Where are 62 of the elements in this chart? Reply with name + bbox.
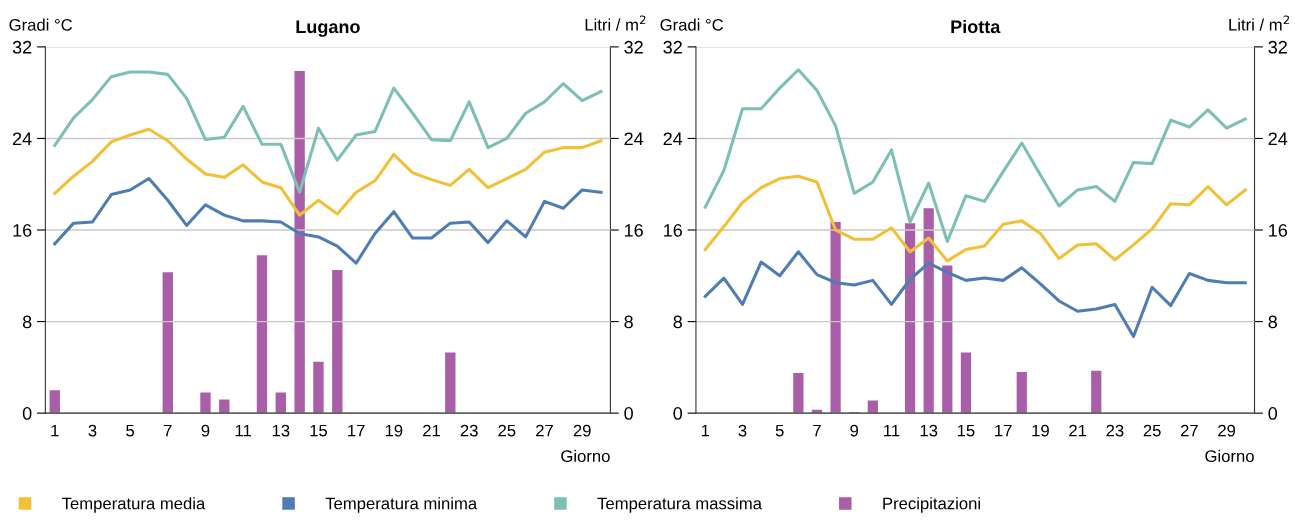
x-tick-label: 21: [1069, 424, 1087, 437]
x-tick-label: 13: [272, 424, 290, 437]
y-tick-label: 0: [22, 407, 32, 420]
x-tick-label: 9: [850, 424, 859, 437]
y2-tick-label: 32: [1268, 40, 1287, 54]
y2-tick-label: 24: [1268, 132, 1288, 145]
x-tick-label: 25: [498, 424, 516, 437]
y2-tick-label: 16: [1269, 223, 1288, 237]
chart-title: Piotta: [951, 19, 1001, 34]
y2-tick-label: 0: [1268, 407, 1278, 420]
y-tick-label: 24: [663, 132, 683, 145]
x-tick-label: 27: [536, 424, 553, 437]
y-tick-label: 8: [673, 315, 682, 329]
x-tick-label: 25: [1143, 424, 1161, 437]
y-tick-label: 24: [12, 132, 32, 145]
x-tick-label: 19: [385, 424, 403, 437]
x-tick-label: 27: [1180, 424, 1198, 437]
x-tick-label: 1: [701, 424, 710, 437]
x-tick-label: 7: [164, 424, 172, 437]
y-axis-title: Gradi °C: [9, 18, 73, 31]
x-tick-label: 21: [423, 424, 440, 437]
x-tick-label: 9: [201, 424, 210, 437]
x-tick-label: 15: [310, 424, 328, 437]
x-tick-label: 29: [1218, 424, 1236, 437]
x-tick-label: 13: [920, 424, 938, 437]
x-tick-label: 19: [1032, 424, 1049, 437]
legend-label: Temperatura minima: [325, 497, 478, 513]
x-tick-label: 23: [1106, 424, 1124, 437]
y-tick-label: 16: [13, 223, 32, 237]
x-tick-label: 3: [88, 424, 97, 437]
y-tick-label: 16: [664, 223, 682, 237]
x-tick-label: 5: [775, 424, 784, 437]
x-tick-label: 11: [884, 424, 900, 437]
x-axis-title: Giorno: [1205, 449, 1254, 463]
x-tick-label: 5: [126, 424, 135, 437]
x-tick-label: 23: [460, 424, 478, 437]
x-tick-label: 1: [51, 424, 59, 437]
y-axis-title: Gradi °C: [660, 18, 724, 31]
y2-tick-label: 32: [624, 40, 643, 54]
y2-tick-label: 24: [624, 132, 644, 145]
y2-tick-label: 16: [624, 223, 643, 237]
y-tick-label: 8: [22, 315, 32, 329]
x-tick-label: 7: [813, 424, 821, 437]
x-axis-title: Giorno: [561, 449, 610, 463]
y2-tick-label: 0: [624, 407, 633, 420]
y2-axis-title: Litri / m$^{2}$: [1229, 15, 1290, 31]
y2-tick-label: 8: [624, 315, 633, 329]
y2-axis-title: Litri / m$^{2}$: [585, 15, 646, 31]
x-tick-label: 15: [957, 424, 975, 437]
x-tick-label: 29: [573, 424, 591, 437]
chart-title: Lugano: [296, 20, 360, 37]
y-tick-label: 0: [673, 407, 683, 420]
y-tick-label: 32: [12, 40, 32, 54]
legend-label: Precipitazioni: [883, 497, 980, 513]
x-tick-label: 17: [995, 424, 1012, 437]
x-tick-label: 17: [348, 424, 365, 437]
x-tick-label: 3: [738, 424, 747, 437]
x-tick-label: 11: [235, 424, 251, 437]
y-tick-label: 32: [663, 40, 682, 54]
legend-label: Temperatura massima: [597, 497, 762, 513]
legend-label: Temperatura media: [62, 497, 206, 513]
y2-tick-label: 8: [1268, 315, 1277, 329]
